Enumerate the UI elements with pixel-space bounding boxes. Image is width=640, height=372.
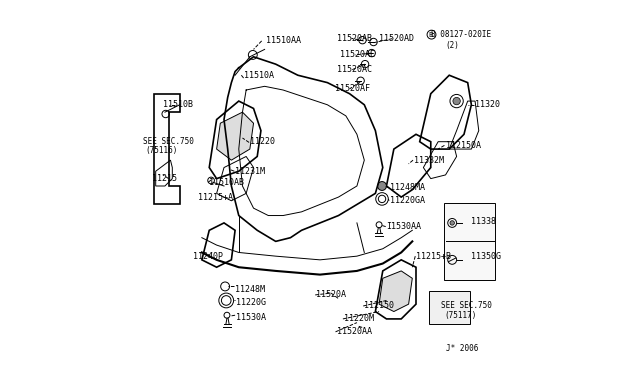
Text: 11520AA: 11520AA [337, 327, 372, 336]
Text: 11520AD: 11520AD [379, 34, 414, 43]
Text: B 08127-020IE: B 08127-020IE [431, 30, 491, 39]
Text: 11215+B: 11215+B [416, 251, 451, 261]
Text: 11520AC: 11520AC [337, 65, 372, 74]
Text: SEE SEC.750: SEE SEC.750 [441, 301, 492, 311]
Text: 11231M: 11231M [235, 167, 265, 176]
Text: 11520A: 11520A [316, 291, 346, 299]
Text: 11240P: 11240P [193, 251, 223, 261]
Text: 11510A: 11510A [244, 71, 275, 80]
Circle shape [378, 182, 387, 190]
Text: 11530A: 11530A [236, 312, 266, 321]
Text: 11332M: 11332M [414, 155, 444, 165]
Text: 11220: 11220 [250, 137, 275, 146]
Polygon shape [216, 112, 253, 160]
Text: 11520AE: 11520AE [340, 51, 375, 60]
Text: 11520AB: 11520AB [337, 34, 372, 43]
Polygon shape [379, 271, 412, 311]
Text: (75116): (75116) [146, 147, 178, 155]
Text: 112150A: 112150A [445, 141, 481, 150]
FancyBboxPatch shape [429, 291, 470, 324]
Text: 11220GA: 11220GA [390, 196, 425, 205]
Circle shape [450, 221, 454, 225]
Text: 11215: 11215 [152, 174, 177, 183]
Text: 11510AA: 11510AA [266, 36, 301, 45]
Text: 11338: 11338 [472, 217, 497, 225]
Text: 11320: 11320 [475, 100, 500, 109]
Text: 11350G: 11350G [472, 251, 501, 261]
Text: 11248MA: 11248MA [390, 183, 425, 192]
Text: SEE SEC.750: SEE SEC.750 [143, 137, 194, 146]
Text: (2): (2) [445, 41, 460, 50]
Text: B: B [428, 32, 433, 38]
Text: 11220M: 11220M [344, 314, 374, 323]
Text: 11220G: 11220G [236, 298, 266, 307]
Text: J* 2006: J* 2006 [445, 344, 478, 353]
Text: I1530AA: I1530AA [387, 222, 422, 231]
Text: 112150: 112150 [364, 301, 394, 311]
Text: 11248M: 11248M [235, 285, 265, 294]
Text: 11215+A: 11215+A [198, 193, 233, 202]
Text: (75117): (75117) [445, 311, 477, 320]
Text: 11510B: 11510B [163, 100, 193, 109]
FancyBboxPatch shape [444, 203, 495, 280]
Text: 11520AF: 11520AF [335, 84, 370, 93]
Text: 11510AB: 11510AB [209, 178, 244, 187]
Circle shape [453, 97, 460, 105]
